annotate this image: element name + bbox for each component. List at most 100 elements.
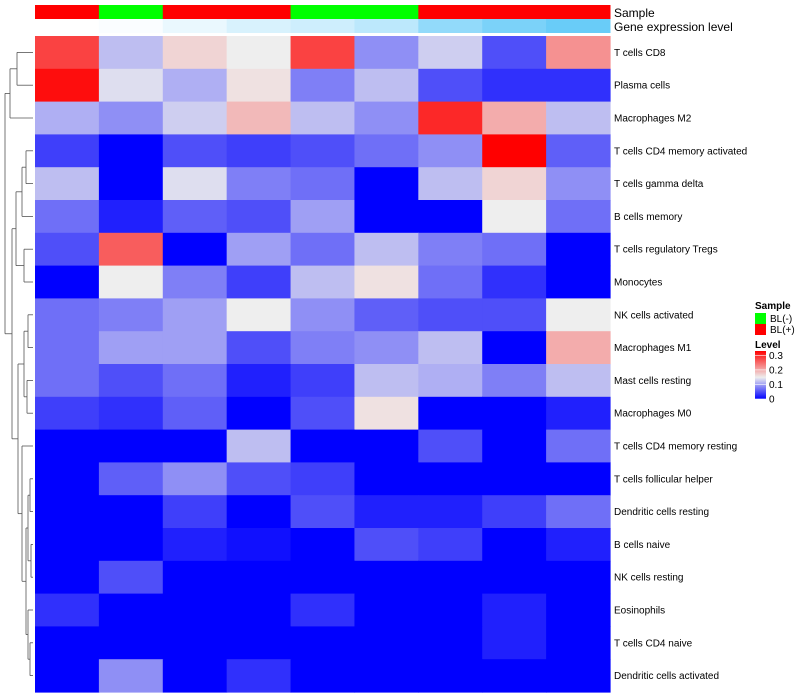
- heatmap-cell: [418, 364, 483, 398]
- heatmap-cell: [98, 265, 164, 299]
- heatmap-cell: [35, 364, 100, 398]
- heatmap-cell: [290, 560, 356, 595]
- heatmap-cell: [162, 626, 228, 660]
- heatmap-cell: [290, 134, 356, 168]
- heatmap-cell: [482, 298, 547, 332]
- legend-tick-label: 0.1: [769, 380, 783, 391]
- heatmap-cell: [418, 68, 483, 103]
- heatmap-cell: [35, 495, 100, 529]
- heatmap-cell: [226, 36, 292, 70]
- heatmap-cell: [98, 68, 164, 103]
- heatmap-cell: [290, 68, 356, 103]
- column-annotation-bars: [35, 5, 611, 33]
- sample-annotation-cell: [354, 5, 419, 19]
- heatmap-cell: [35, 265, 100, 299]
- heatmap-cell: [354, 68, 419, 103]
- heatmap-cell: [354, 331, 419, 365]
- heatmap-cell: [226, 396, 292, 431]
- heatmap-cell: [162, 560, 228, 595]
- heatmap-cell: [226, 101, 292, 135]
- heatmap-cell: [482, 462, 547, 496]
- heatmap-cell: [226, 528, 292, 562]
- heatmap-cell: [418, 560, 483, 595]
- heatmap-cell: [354, 298, 419, 332]
- heatmap-cell: [546, 331, 611, 365]
- heatmap-cell: [162, 364, 228, 398]
- heatmap-cell: [35, 200, 100, 234]
- heatmap-cell: [162, 659, 228, 693]
- heatmap-cell: [98, 560, 164, 595]
- sample-annotation-cell: [546, 5, 611, 19]
- heatmap-cell: [546, 429, 611, 463]
- heatmap-cell: [98, 429, 164, 463]
- heatmap-cell: [482, 396, 547, 431]
- heatmap-cell: [546, 101, 611, 135]
- heatmap-cell: [418, 101, 483, 135]
- heatmap-cell: [226, 331, 292, 365]
- legend-tick-label: 0.2: [769, 365, 783, 376]
- heatmap-cell: [226, 298, 292, 332]
- heatmap-cell: [162, 528, 228, 562]
- heatmap-cell: [482, 659, 547, 693]
- heatmap-cell: [290, 659, 356, 693]
- heatmap-cell: [418, 659, 483, 693]
- row-label: T cells regulatory Tregs: [614, 245, 718, 256]
- heatmap-cell: [418, 331, 483, 365]
- heatmap-cell: [482, 331, 547, 365]
- expression-annotation-cell: [418, 19, 483, 33]
- heatmap-cell: [482, 36, 547, 70]
- expression-annotation-cell: [290, 19, 355, 33]
- heatmap-cell: [482, 167, 547, 201]
- heatmap-cells: [35, 36, 611, 693]
- legend-tick-label: 0: [769, 395, 775, 406]
- heatmap-cell: [354, 364, 419, 398]
- heatmap-cell: [98, 626, 164, 660]
- heatmap-cell: [35, 36, 100, 70]
- heatmap-cell: [98, 495, 164, 529]
- sample-annotation-cell: [290, 5, 355, 19]
- sample-annotation-cell: [35, 5, 100, 19]
- heatmap-cell: [35, 101, 100, 135]
- heatmap-cell: [226, 626, 292, 660]
- heatmap-cell: [482, 68, 547, 103]
- heatmap-cell: [35, 232, 100, 267]
- heatmap-cell: [35, 429, 100, 463]
- row-label: B cells naive: [614, 540, 671, 551]
- heatmap-cell: [354, 560, 419, 595]
- heatmap-cell: [418, 528, 483, 562]
- sample-annotation-cell: [98, 5, 164, 19]
- heatmap-cell: [98, 331, 164, 365]
- heatmap-cell: [35, 298, 100, 332]
- heatmap-cell: [98, 396, 164, 431]
- heatmap-cell: [546, 462, 611, 496]
- expression-annotation-cell: [354, 19, 419, 33]
- row-label: T cells follicular helper: [614, 474, 713, 485]
- heatmap-cell: [226, 134, 292, 168]
- legend-label-bl-minus: BL(-): [770, 314, 792, 325]
- heatmap-cell: [290, 429, 356, 463]
- heatmap-cell: [482, 593, 547, 627]
- heatmap-cell: [354, 232, 419, 267]
- heatmap-cell: [35, 560, 100, 595]
- legend-ticks: 0.3 0.2 0.1 0: [755, 351, 783, 406]
- heatmap-cell: [354, 134, 419, 168]
- heatmap-cell: [546, 232, 611, 267]
- heatmap-cell: [226, 232, 292, 267]
- heatmap-cell: [418, 134, 483, 168]
- heatmap-cell: [35, 167, 100, 201]
- heatmap-cell: [98, 298, 164, 332]
- heatmap-cell: [546, 560, 611, 595]
- heatmap-cell: [98, 200, 164, 234]
- row-label: T cells CD4 memory activated: [614, 146, 747, 157]
- heatmap-cell: [35, 134, 100, 168]
- legend-sample-title: Sample: [755, 301, 791, 312]
- heatmap-cell: [226, 495, 292, 529]
- heatmap-cell: [226, 167, 292, 201]
- heatmap-cell: [418, 167, 483, 201]
- legend-level-title: Level: [755, 340, 781, 351]
- row-label: B cells memory: [614, 212, 682, 223]
- heatmap-cell: [290, 200, 356, 234]
- heatmap-cell: [418, 265, 483, 299]
- heatmap-cell: [418, 626, 483, 660]
